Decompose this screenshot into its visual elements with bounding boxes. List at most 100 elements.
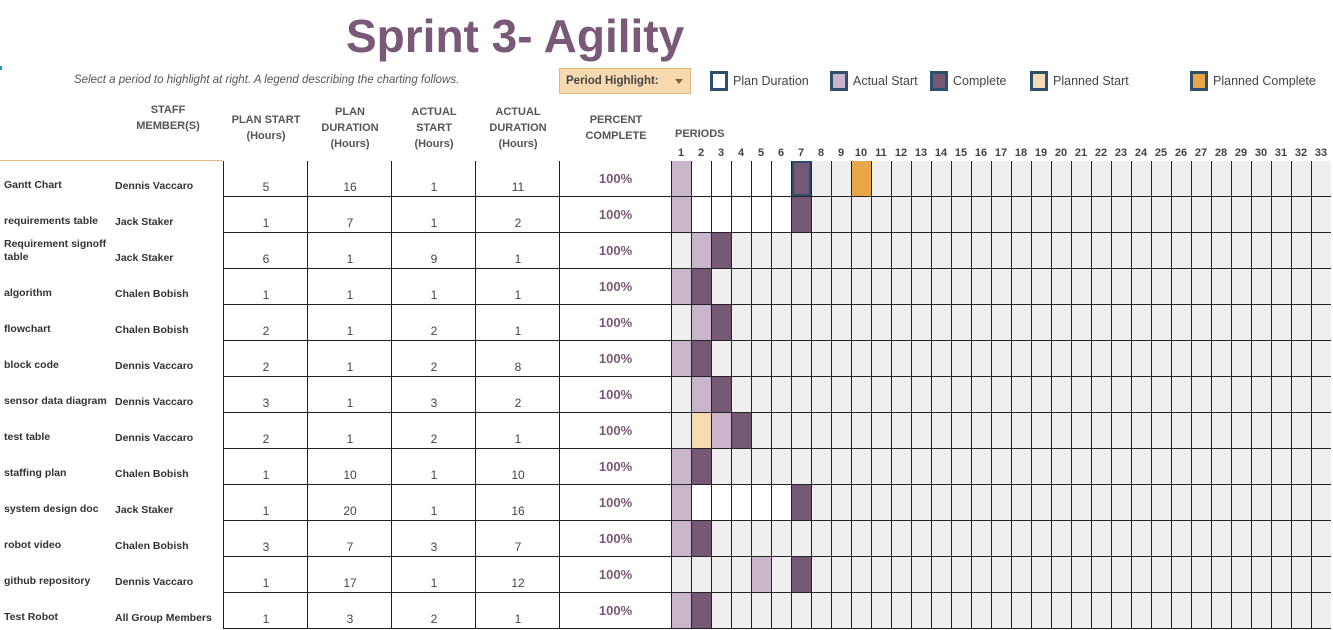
plan-start-cell[interactable]: 1 — [223, 197, 308, 233]
actual-start-cell[interactable]: 2 — [391, 413, 476, 449]
percent-complete-cell[interactable]: 100% — [559, 377, 671, 413]
actual-duration-cell[interactable]: 11 — [475, 161, 560, 197]
task-name[interactable]: Gantt Chart — [4, 179, 62, 191]
plan-duration-cell[interactable]: 1 — [307, 377, 392, 413]
plan-start-cell[interactable]: 1 — [223, 593, 308, 629]
actual-duration-cell[interactable]: 16 — [475, 485, 560, 521]
table-row: system design doc Jack Staker 1 20 1 16 100% — [0, 485, 1333, 521]
plan-start-cell[interactable]: 3 — [223, 377, 308, 413]
plan-start-cell[interactable]: 2 — [223, 413, 308, 449]
actual-duration-cell[interactable]: 8 — [475, 341, 560, 377]
staff-member[interactable]: Jack Staker — [115, 252, 174, 264]
actual-duration-cell[interactable]: 1 — [475, 269, 560, 305]
percent-complete-cell[interactable]: 100% — [559, 557, 671, 593]
actual-duration-cell[interactable]: 1 — [475, 305, 560, 341]
actual-duration-cell[interactable]: 2 — [475, 377, 560, 413]
task-name[interactable]: flowchart — [4, 323, 51, 335]
actual-start-cell[interactable]: 2 — [391, 593, 476, 629]
task-name[interactable]: system design doc — [4, 503, 99, 515]
plan-duration-cell[interactable]: 1 — [307, 269, 392, 305]
staff-member[interactable]: Dennis Vaccaro — [115, 180, 194, 192]
plan-start-cell[interactable]: 1 — [223, 557, 308, 593]
staff-member[interactable]: All Group Members — [115, 612, 212, 624]
percent-complete-cell[interactable]: 100% — [559, 485, 671, 521]
staff-member[interactable]: Dennis Vaccaro — [115, 432, 194, 444]
period-cell — [811, 485, 831, 521]
plan-duration-cell[interactable]: 20 — [307, 485, 392, 521]
staff-member[interactable]: Chalen Bobish — [115, 324, 189, 336]
period-cell — [691, 233, 711, 269]
task-name[interactable]: algorithm — [4, 287, 52, 299]
actual-duration-cell[interactable]: 1 — [475, 413, 560, 449]
staff-member[interactable]: Chalen Bobish — [115, 288, 189, 300]
plan-start-cell[interactable]: 1 — [223, 485, 308, 521]
percent-complete-cell[interactable]: 100% — [559, 521, 671, 557]
percent-complete-cell[interactable]: 100% — [559, 449, 671, 485]
actual-start-cell[interactable]: 1 — [391, 269, 476, 305]
actual-start-cell[interactable]: 3 — [391, 377, 476, 413]
period-cell — [1011, 233, 1031, 269]
plan-duration-cell[interactable]: 7 — [307, 197, 392, 233]
plan-start-cell[interactable]: 6 — [223, 233, 308, 269]
plan-start-cell[interactable]: 5 — [223, 161, 308, 197]
actual-duration-cell[interactable]: 1 — [475, 233, 560, 269]
task-name[interactable]: staffing plan — [4, 467, 67, 479]
plan-start-cell[interactable]: 1 — [223, 449, 308, 485]
task-name[interactable]: robot video — [4, 539, 62, 551]
plan-start-cell[interactable]: 2 — [223, 341, 308, 377]
percent-complete-cell[interactable]: 100% — [559, 197, 671, 233]
plan-duration-cell[interactable]: 17 — [307, 557, 392, 593]
actual-duration-cell[interactable]: 12 — [475, 557, 560, 593]
actual-start-cell[interactable]: 3 — [391, 521, 476, 557]
percent-complete-cell[interactable]: 100% — [559, 233, 671, 269]
actual-duration-cell[interactable]: 1 — [475, 593, 560, 629]
task-name[interactable]: sensor data diagram — [4, 395, 107, 407]
staff-member[interactable]: Dennis Vaccaro — [115, 576, 194, 588]
staff-member[interactable]: Jack Staker — [115, 504, 174, 516]
staff-member[interactable]: Chalen Bobish — [115, 468, 189, 480]
actual-duration-cell[interactable]: 7 — [475, 521, 560, 557]
period-cell — [691, 197, 711, 233]
percent-complete-cell[interactable]: 100% — [559, 161, 671, 197]
period-highlight-dropdown[interactable]: Period Highlight: — [559, 68, 691, 94]
plan-duration-cell[interactable]: 16 — [307, 161, 392, 197]
actual-start-cell[interactable]: 2 — [391, 341, 476, 377]
legend-item: Planned Start — [1030, 68, 1129, 94]
actual-start-cell[interactable]: 2 — [391, 305, 476, 341]
period-cell — [771, 593, 791, 629]
plan-duration-cell[interactable]: 1 — [307, 341, 392, 377]
actual-duration-cell[interactable]: 10 — [475, 449, 560, 485]
staff-member[interactable]: Dennis Vaccaro — [115, 396, 194, 408]
plan-duration-cell[interactable]: 1 — [307, 305, 392, 341]
task-name[interactable]: Requirement signoff table — [4, 238, 107, 263]
percent-complete-cell[interactable]: 100% — [559, 269, 671, 305]
actual-start-cell[interactable]: 9 — [391, 233, 476, 269]
plan-duration-cell[interactable]: 1 — [307, 413, 392, 449]
task-name[interactable]: block code — [4, 359, 59, 371]
staff-member[interactable]: Dennis Vaccaro — [115, 360, 194, 372]
staff-member[interactable]: Chalen Bobish — [115, 540, 189, 552]
staff-member[interactable]: Jack Staker — [115, 216, 174, 228]
plan-duration-cell[interactable]: 10 — [307, 449, 392, 485]
actual-start-cell[interactable]: 1 — [391, 161, 476, 197]
task-name[interactable]: test table — [4, 431, 51, 443]
percent-complete-cell[interactable]: 100% — [559, 413, 671, 449]
task-name[interactable]: requirements table — [4, 215, 98, 227]
percent-complete-cell[interactable]: 100% — [559, 593, 671, 629]
period-cell — [951, 233, 971, 269]
actual-start-cell[interactable]: 1 — [391, 557, 476, 593]
percent-complete-cell[interactable]: 100% — [559, 305, 671, 341]
actual-start-cell[interactable]: 1 — [391, 449, 476, 485]
actual-start-cell[interactable]: 1 — [391, 485, 476, 521]
task-name[interactable]: Test Robot — [4, 611, 59, 623]
plan-start-cell[interactable]: 3 — [223, 521, 308, 557]
actual-duration-cell[interactable]: 2 — [475, 197, 560, 233]
plan-start-cell[interactable]: 1 — [223, 269, 308, 305]
plan-start-cell[interactable]: 2 — [223, 305, 308, 341]
percent-complete-cell[interactable]: 100% — [559, 341, 671, 377]
actual-start-cell[interactable]: 1 — [391, 197, 476, 233]
plan-duration-cell[interactable]: 3 — [307, 593, 392, 629]
task-name[interactable]: github repository — [4, 575, 91, 587]
plan-duration-cell[interactable]: 1 — [307, 233, 392, 269]
plan-duration-cell[interactable]: 7 — [307, 521, 392, 557]
